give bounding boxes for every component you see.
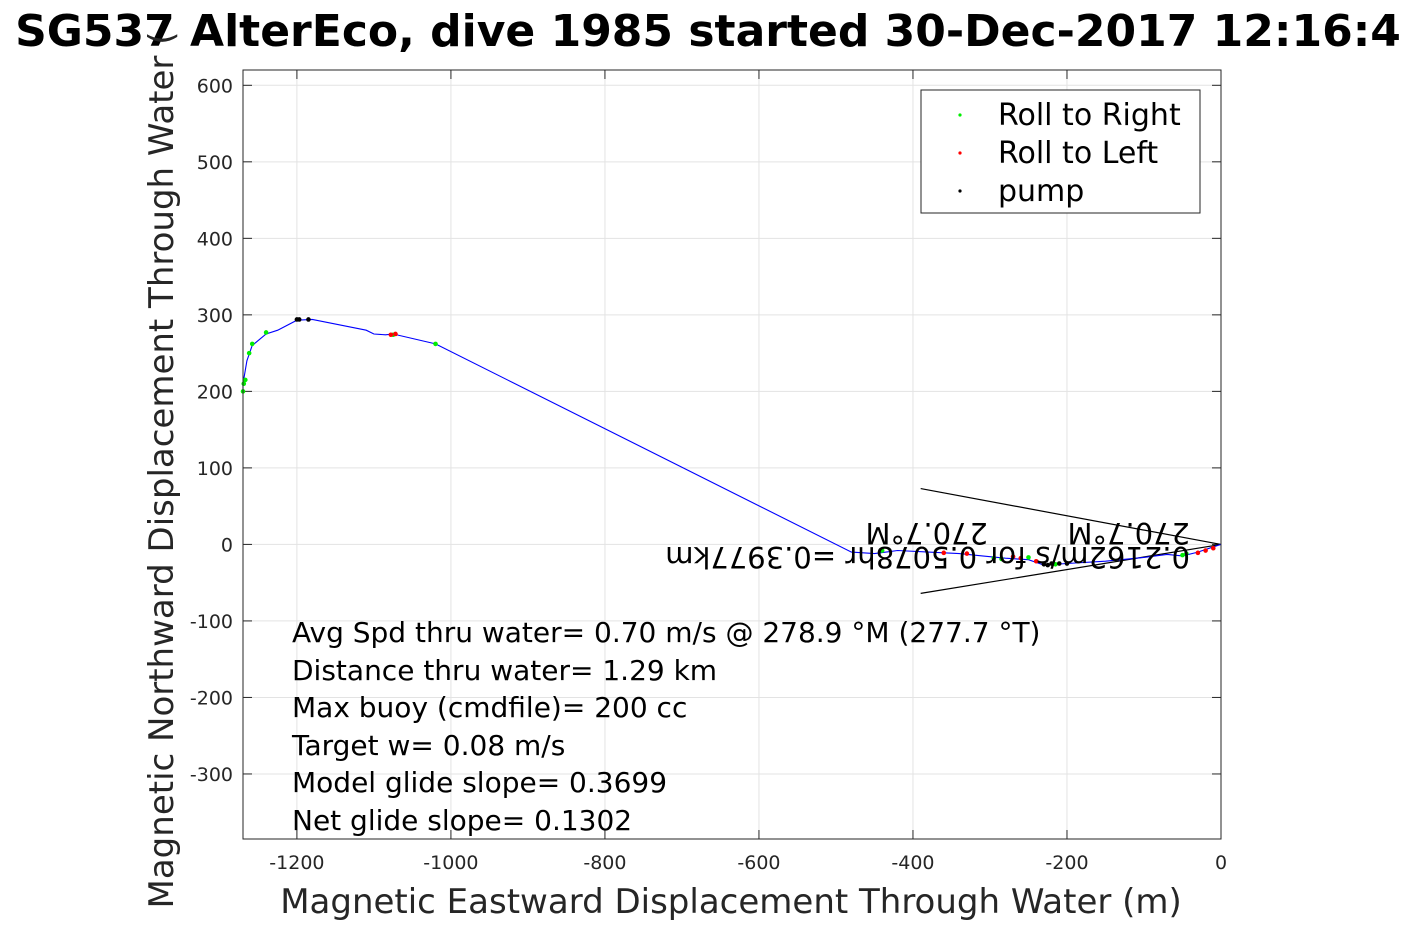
y-tick-label: -200 [190,687,233,709]
track-line [242,318,1222,566]
current-heading-text-1: 270.7°M [865,516,988,550]
legend-box [920,89,1201,214]
y-tick-label: 500 [197,152,233,174]
roll-to-left-point [1033,558,1039,564]
current-arrow [920,487,1222,594]
y-tick-label: 400 [197,228,233,250]
x-axis-label: Magnetic Eastward Displacement Through W… [280,882,1182,922]
legend: Roll to Right Roll to Left pump [920,89,1201,214]
y-tick-label: -100 [190,611,233,633]
legend-label-roll-left: Roll to Left [998,136,1158,171]
legend-label-pump: pump [998,174,1084,209]
legend-marker-roll-left [958,151,962,155]
annotation-distance: Distance thru water= 1.29 km [292,654,717,687]
pump-point [1064,561,1070,566]
roll-to-right-point [999,556,1004,562]
y-tick-label: -300 [190,764,233,786]
x-tick-labels: -1200 -1000 -800 -600 -400 -200 0 [269,852,1227,874]
current-heading-text-2: 270.7°M [1067,516,1190,550]
roll-to-right-point [243,377,248,383]
roll-to-right-point [991,555,997,561]
roll-to-left-point [1018,555,1024,561]
chart-title: SG537 AlterEco, dive 1985 started 30-Dec… [15,6,1401,57]
roll-to-right-point [1184,551,1189,556]
y-axis-label: Magnetic Northward Displacement Through … [142,32,182,909]
current-arrow-line [920,543,1222,594]
track-layer [242,318,1222,566]
axis-ticks [243,70,1222,839]
roll-to-left-point [1010,554,1016,559]
roll-to-left-point [964,551,970,556]
roll-to-right-point [433,341,438,347]
annotation-max-buoy: Max buoy (cmdfile)= 200 cc [292,691,687,724]
roll-to-right-point [249,341,255,347]
roll-to-right-point [263,330,269,335]
current-arrow-line [920,487,1222,545]
legend-marker-pump [958,189,962,193]
pump-point [1056,561,1062,566]
roll-to-right-point [879,548,885,553]
roll-to-right-point [1053,562,1058,567]
stats-annotations: Avg Spd thru water= 0.70 m/s @ 278.9 °M … [291,616,1040,837]
pump-point [296,317,302,322]
pump-point [306,317,311,322]
annotation-avg-speed: Avg Spd thru water= 0.70 m/s @ 278.9 °M … [292,616,1040,649]
roll-to-right-point [246,350,252,356]
legend-marker-roll-right [958,113,962,117]
x-tick-label: -400 [891,852,934,874]
mirrored-current-text: 0.2162m/s for 0.5078hr =0.3977km 270.7°M… [665,516,1190,574]
pump-point [1045,562,1051,568]
roll-to-right-point [1180,552,1185,558]
grid-lines [243,70,1222,839]
annotation-model-glide: Model glide slope= 0.3699 [292,766,667,799]
y-tick-labels: -300 -200 -100 0 100 200 300 400 500 600 [190,75,233,786]
legend-label-roll-right: Roll to Right [998,98,1181,133]
y-tick-label: 300 [197,305,233,327]
roll-to-left-point [1210,545,1216,551]
y-tick-label: 100 [197,458,233,480]
roll-to-left-point [393,331,398,337]
y-tick-label: 200 [197,381,233,403]
annotation-target-w: Target w= 0.08 m/s [291,729,565,762]
roll-to-right-point [1026,555,1031,560]
y-tick-label: 600 [197,75,233,97]
roll-to-left-point [941,550,947,556]
x-tick-label: -1000 [423,852,478,874]
roll-to-left-point [388,332,394,338]
roll-to-left-point [1203,548,1208,553]
x-tick-label: 0 [1215,852,1227,874]
current-speed-text: 0.2162m/s for 0.5078hr =0.3977km [665,540,1190,574]
pump-point [1049,561,1054,566]
annotation-net-glide: Net glide slope= 0.1302 [292,804,632,837]
x-tick-label: -600 [737,852,780,874]
x-tick-label: -800 [583,852,626,874]
roll-to-left-point [1195,550,1201,556]
x-tick-label: -1200 [269,852,324,874]
plot-border [242,69,1222,840]
y-tick-label: 0 [221,534,233,556]
marker-layer [240,317,1216,568]
pump-point [1041,562,1047,567]
x-tick-label: -200 [1045,852,1088,874]
